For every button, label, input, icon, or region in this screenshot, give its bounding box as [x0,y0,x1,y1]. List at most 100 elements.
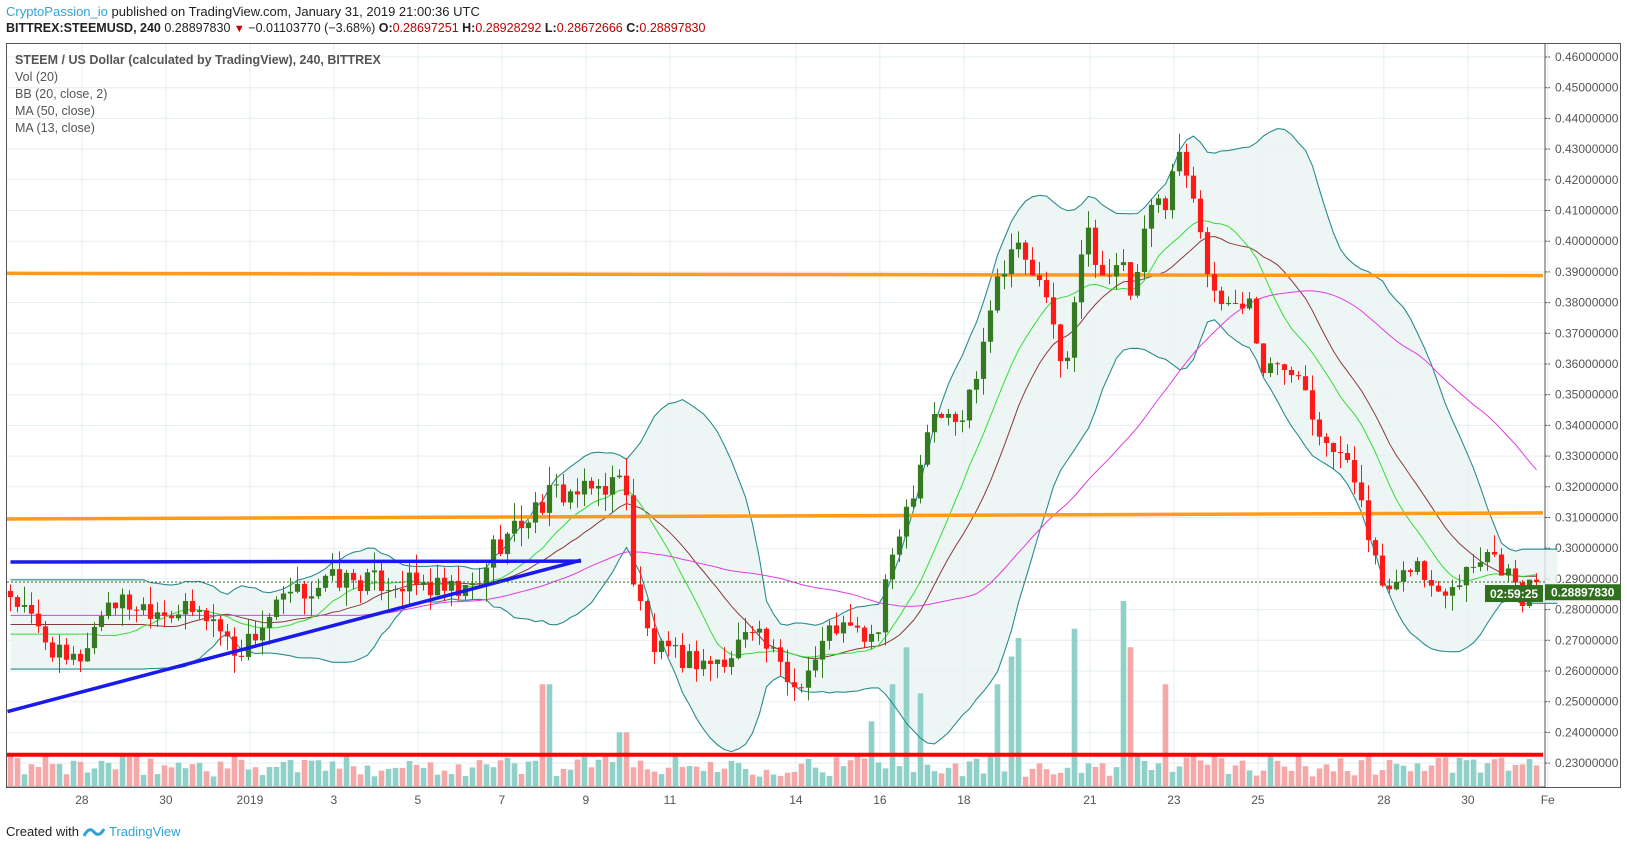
volume-bar [637,760,644,786]
volume-bar [1155,763,1162,786]
candle-body [84,648,91,662]
candle-body [497,539,504,555]
candle-body [70,653,77,660]
close-label: C: [626,21,640,35]
candle-body [889,554,896,580]
volume-bar [231,755,238,786]
candle-body [490,539,497,568]
volume-bar [854,755,861,786]
author-link[interactable]: CryptoPassion_io [6,4,108,19]
candle-body [721,659,728,667]
candle-body [28,604,35,614]
candle-body [546,484,553,513]
price-change: −0.01103770 (−3.68%) [248,21,376,35]
volume-bar [1064,767,1071,786]
volume-bar [98,760,105,786]
candle-body [1190,175,1197,199]
volume-bar [364,765,371,786]
candle-body [1414,561,1421,572]
candle-body [1428,580,1435,586]
y-tick-label: 0.33000000 [1555,449,1619,463]
volume-bar [490,767,497,786]
x-tick-label: 30 [159,793,173,807]
candle-body [350,572,357,581]
candle-body [476,583,483,585]
open-label: O: [378,21,393,35]
symbol-info: BITTREX:STEEMUSD, 240 0.28897830 ▼ −0.01… [6,21,705,35]
candle-body [616,475,623,478]
volume-bar [42,754,49,786]
candle-body [1344,453,1351,460]
volume-bar [21,774,28,786]
volume-bar [903,647,910,786]
volume-bar [1393,763,1400,786]
candle-body [665,640,672,647]
last-price-label: 0.28897830 [1551,585,1615,599]
volume-bar [994,684,1001,786]
volume-bar [315,760,322,786]
legend-volume[interactable]: Vol (20) [15,70,59,84]
candle-body [308,596,315,599]
candle-body [7,590,14,598]
volume-bar [980,773,987,786]
candle-body [840,622,847,634]
y-tick-label: 0.25000000 [1555,695,1619,709]
y-tick-label: 0.44000000 [1555,111,1619,125]
candle-body [469,583,476,585]
y-tick-label: 0.38000000 [1555,296,1619,310]
candle-body [1162,198,1169,211]
candle-body [49,642,56,658]
candle-body [371,570,378,573]
candle-body [1204,232,1211,275]
candle-body [707,660,714,664]
candle-body [1330,443,1337,453]
candle-body [1323,436,1330,444]
candle-body [259,627,266,641]
volume-bar [525,761,532,786]
volume-bar [931,771,938,786]
low-label: L: [544,21,557,35]
x-tick-label: 16 [873,793,887,807]
volume-bar [1477,772,1484,786]
volume-bar [1456,757,1463,786]
y-tick-label: 0.29000000 [1555,572,1619,586]
volume-bar [1232,765,1239,786]
volume-bar [1141,760,1148,786]
volume-bar [1169,771,1176,786]
volume-bar [266,767,273,786]
candle-body [238,655,245,657]
volume-bar [791,771,798,786]
volume-bar [840,766,847,786]
volume-bar [1302,766,1309,786]
volume-bar [91,768,98,786]
candle-body [903,506,910,537]
last-price: 0.28897830 [164,21,231,35]
triangle-rising-line [7,558,582,714]
legend-ma13[interactable]: MA (13, close) [15,121,95,135]
y-tick-label: 0.24000000 [1555,725,1619,739]
volume-bar [896,766,903,786]
candle-body [35,613,42,627]
y-tick-label: 0.27000000 [1555,633,1619,647]
candle-body [637,584,644,602]
tradingview-brand[interactable]: TradingView [108,824,181,839]
legend-bb[interactable]: BB (20, close, 2) [15,87,108,101]
y-tick-label: 0.28000000 [1555,603,1619,617]
candle-body [1309,390,1316,420]
volume-bar [819,772,826,786]
volume-bar [966,761,973,786]
candle-body [924,432,931,465]
volume-bar [1057,772,1064,786]
candle-body [1071,302,1078,358]
volume-bar [1022,776,1029,786]
volume-bar [84,772,91,786]
candle-body [1491,551,1498,555]
volume-bar [14,757,21,786]
legend-ma50[interactable]: MA (50, close) [15,104,95,118]
y-tick-label: 0.36000000 [1555,357,1619,371]
candle-body [700,660,707,670]
candle-body [1106,275,1113,277]
volume-bar [1078,772,1085,786]
candle-body [1456,585,1463,588]
